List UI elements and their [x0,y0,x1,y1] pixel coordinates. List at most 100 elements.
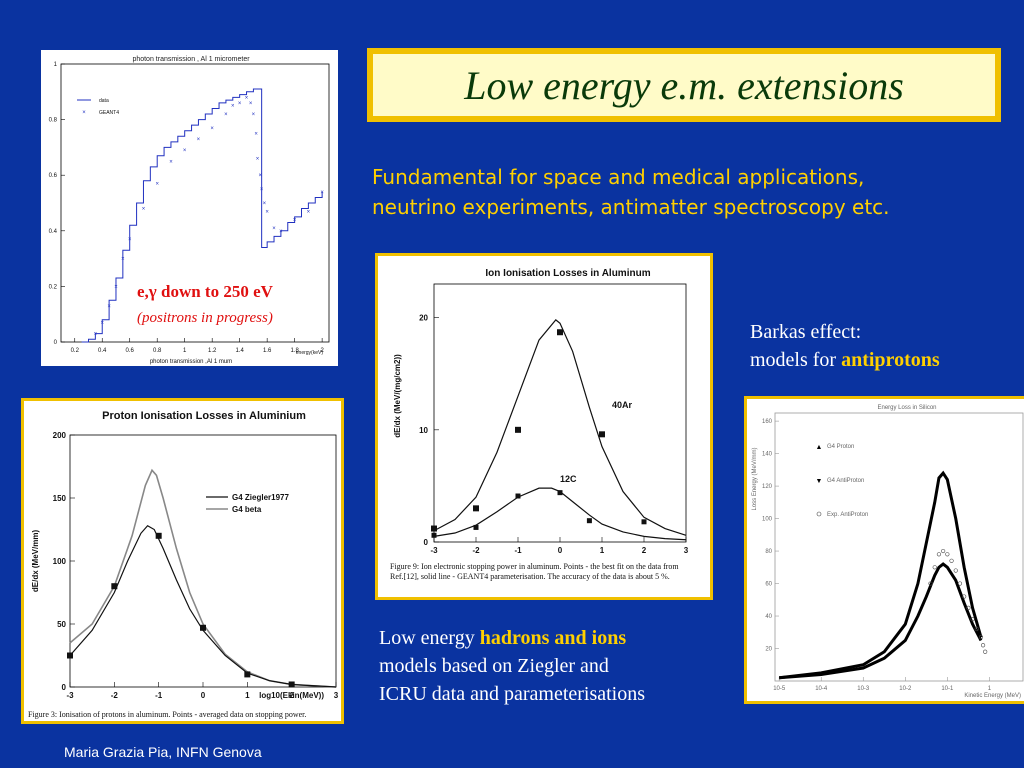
photon-geant4-point: × [307,209,311,215]
ion-x-tick-label: -3 [430,546,438,555]
ion-c-data-point [431,532,437,538]
photon-geant4-point: × [279,229,283,235]
si-exp-antiproton-point [974,626,979,632]
photon-geant4-point: × [224,112,228,118]
si-x-tick-label: 1 [988,686,992,692]
si-y-tick-label: 20 [765,647,772,653]
si-y-tick-label: 140 [762,452,773,458]
ion-ar-line [433,319,687,536]
photon-x-tick-label: 1.4 [235,348,244,354]
photon-geant4-point: × [231,104,235,110]
si-legend-marker-antiproton: ▼ [816,478,823,485]
proton-x-tick-label: -2 [111,691,119,700]
silicon-losses-chart: Energy Loss in Silicon 10-5 10-4 10-3 10-2 10… [752,405,1024,699]
hadrons-line2: models based on Ziegler and [379,655,609,677]
photon-y-tick-label: 0.4 [49,229,58,235]
ion-c-data-point [473,524,479,530]
photon-geant4-point: × [272,226,276,232]
si-y-tick-label: 80 [765,549,772,555]
photon-geant4-point: × [169,159,173,165]
si-exp-antiproton-point [936,552,942,557]
ion-y-tick-label: 10 [419,426,428,435]
photon-x-tick-label: 0.6 [126,348,135,354]
proton-data-point [288,681,295,688]
photon-geant4-point: × [128,237,132,243]
ion-ar-data-point [557,329,563,336]
photon-geant4-point: × [265,209,269,215]
barkas-line1: Barkas effect: [750,321,862,343]
ion-x-tick-label: 3 [684,546,689,555]
photon-x-tick-label: 2 [320,348,324,354]
ion-x-tick-label: 1 [600,546,605,555]
hadrons-line1-prefix: Low energy [379,627,480,649]
photon-geant4-point: × [100,321,104,327]
proton-x-tick-label: 0 [201,691,206,700]
photon-geant4-point: × [249,101,253,107]
si-legend-marker-proton: ▲ [816,444,823,451]
photon-x-tick-label: 1.8 [290,348,299,354]
hadrons-line1-bold: hadrons and ions [479,627,627,649]
barkas-line2-prefix: models for [750,349,842,371]
proton-plot-frame [69,434,337,688]
photon-geant4-point: × [252,112,256,118]
si-exp-antiproton-point [966,605,971,611]
si-exp-antiproton-point [932,565,937,570]
photon-geant4-point: × [183,148,187,154]
ion-ar-data-point [473,505,479,512]
ion-c-line [433,487,687,541]
ion-y-label: dE/dx (MeV/(mg/cm2)) [393,354,402,438]
si-proton-line [779,470,983,680]
photon-y-tick-label: 0.8 [49,118,58,124]
proton-x-tick-label: 3 [334,691,339,700]
si-legend-exp: Exp. AntiProton [827,512,868,518]
si-exp-antiproton-point [945,552,950,557]
ion-annotation-c: 12C [560,474,577,484]
proton-losses-chart: Proton Ionisation Losses in Aluminium -3 -… [31,410,339,700]
proton-x-tick-label: -1 [155,691,163,700]
photon-geant4-point: × [107,304,111,310]
proton-x-tick-label: 1 [245,691,250,700]
ion-ar-data-point [599,431,605,438]
photon-y-tick-label: 0 [54,340,58,346]
si-exp-antiproton-point [980,643,986,648]
ion-c-data-point [515,493,521,499]
photon-x-tick-label: 1.6 [263,348,272,354]
photon-x-tick-label: 0.4 [98,348,107,354]
si-exp-antiproton-point [949,558,954,563]
si-exp-antiproton-point [953,568,958,573]
photon-y-tick-label: 1 [54,62,58,68]
si-x-label: Kinetic Energy (MeV) [964,693,1021,699]
photon-geant4-point: × [121,257,125,263]
photon-geant4-point: × [142,207,146,213]
photon-geant4-point: × [94,332,98,338]
proton-data-point [155,532,162,539]
ion-x-tick-label: 0 [558,546,563,555]
photon-geant4-point: × [210,126,214,132]
proton-y-tick-label: 0 [62,683,67,692]
ion-losses-chart-panel: Ion Ionisation Losses in Aluminum -3 -2 -1 0… [375,253,713,600]
photon-legend-data: data [99,98,109,104]
proton-beta-line [69,468,337,688]
proton-data-point [244,671,251,678]
ion-c-data-point [557,490,563,496]
si-chart-title: Energy Loss in Silicon [877,405,936,411]
proton-data-point [67,652,73,659]
photon-overlay-line1: e,γ down to 250 eV [137,282,273,301]
barkas-line2-bold: antiprotons [841,349,940,371]
photon-x-tick-label: 1.2 [208,348,217,354]
si-exp-antiproton-point [970,617,975,622]
subtitle-line2: neutrino experiments, antimatter spectro… [372,195,890,219]
photon-legend-marker: × [82,110,86,116]
photon-geant4-point: × [254,132,258,138]
si-x-tick-label: 10-4 [815,686,828,692]
proton-y-tick-label: 50 [57,620,66,629]
ion-c-data-point [641,519,647,525]
photon-legend-geant4: GEANT4 [99,110,119,116]
photon-geant4-point: × [238,101,242,107]
ion-x-tick-label: 2 [642,546,647,555]
si-legend-marker-exp [816,511,822,517]
si-x-tick-label: 10-1 [941,686,954,692]
photon-geant4-point: × [320,190,324,196]
ion-ar-data-point [431,525,437,532]
si-exp-antiproton-point [978,635,984,640]
